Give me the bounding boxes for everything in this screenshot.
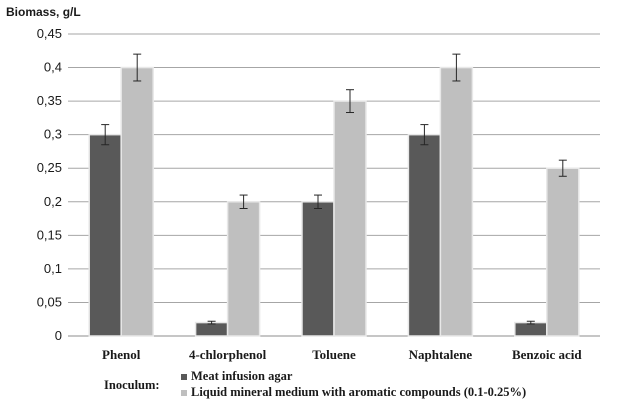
y-tick-label: 0,45: [37, 26, 62, 41]
y-axis-label: Biomass, g/L: [6, 5, 81, 19]
y-tick-label: 0,05: [37, 294, 62, 309]
y-tick-label: 0: [55, 328, 62, 343]
legend: Inoculum: Meat infusion agar Liquid miner…: [104, 369, 526, 399]
bar: [226, 201, 261, 337]
bar: [407, 133, 442, 337]
y-tick-label: 0,4: [44, 60, 62, 75]
x-tick-label: Benzoic acid: [512, 347, 582, 362]
legend-swatch: [181, 374, 187, 380]
bar: [514, 321, 548, 337]
bar: [439, 66, 474, 337]
legend-title: Inoculum:: [104, 378, 160, 392]
y-tick-label: 0,35: [37, 93, 62, 108]
x-tick-label: Naphtalene: [409, 347, 473, 362]
bar: [301, 201, 335, 337]
bar: [194, 321, 229, 337]
bar: [333, 100, 367, 337]
y-tick-label: 0,15: [37, 227, 62, 242]
legend-entry: Meat infusion agar: [191, 369, 293, 383]
x-tick-label: Phenol: [102, 347, 141, 362]
bar: [120, 66, 154, 337]
y-tick-label: 0,3: [44, 127, 62, 142]
bar: [88, 133, 122, 337]
legend-swatch: [181, 390, 187, 396]
y-tick-label: 0,1: [44, 261, 62, 276]
legend-entry: Liquid mineral medium with aromatic comp…: [191, 385, 526, 399]
bar: [546, 167, 580, 337]
x-tick-label: Toluene: [312, 347, 356, 362]
y-tick-label: 0,25: [37, 160, 62, 175]
x-tick-label: 4-chlorphenol: [189, 347, 267, 362]
y-tick-label: 0,2: [44, 194, 62, 209]
